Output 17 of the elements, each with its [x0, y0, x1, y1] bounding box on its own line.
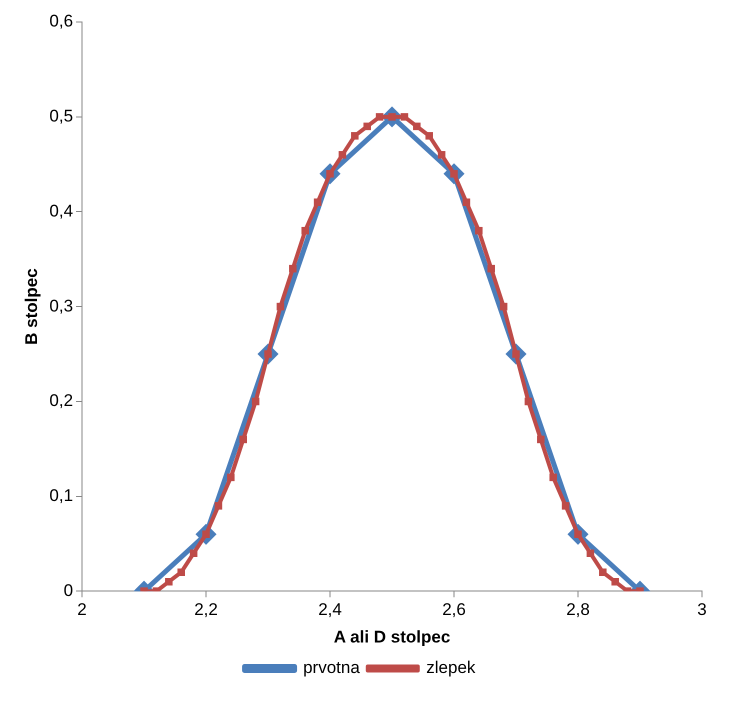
x-tick-label: 2,2	[194, 600, 218, 620]
y-tick-label: 0,2	[49, 391, 74, 410]
x-tick-label: 3	[697, 600, 707, 620]
y-tick-label: 0,6	[49, 12, 74, 31]
y-axis-title: B stolpec	[22, 268, 41, 345]
x-tick-label: 2	[77, 600, 87, 620]
x-tick-label: 2,4	[318, 600, 342, 620]
x-tick-label: 2,8	[566, 600, 590, 620]
x-tick-label: 2,6	[442, 600, 466, 620]
legend-label: prvotna	[303, 658, 360, 678]
legend-label: zlepek	[426, 658, 476, 678]
y-tick-label: 0,4	[49, 201, 74, 220]
y-tick-label: 0,5	[49, 106, 74, 126]
y-tick-label: 0,1	[49, 486, 74, 506]
y-tick-label: 0,3	[49, 296, 74, 316]
y-tick-label: 0	[64, 580, 74, 600]
x-axis-title: A ali D stolpec	[334, 627, 450, 646]
